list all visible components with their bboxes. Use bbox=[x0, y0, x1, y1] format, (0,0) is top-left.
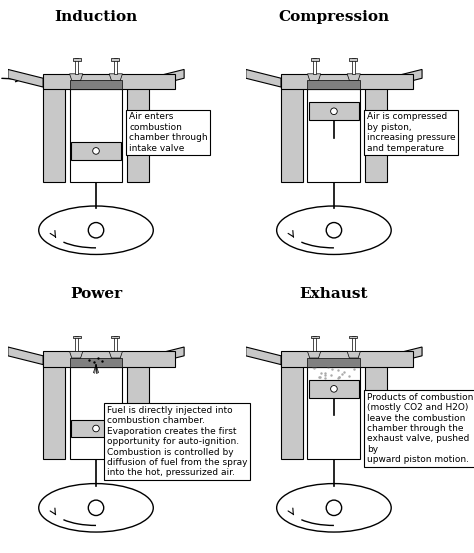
FancyBboxPatch shape bbox=[311, 58, 319, 61]
FancyBboxPatch shape bbox=[73, 336, 81, 338]
Circle shape bbox=[331, 385, 337, 392]
FancyBboxPatch shape bbox=[313, 336, 316, 351]
FancyBboxPatch shape bbox=[75, 336, 78, 351]
Polygon shape bbox=[308, 74, 321, 80]
Text: Fuel is directly injected into
combustion chamber.
Evaporation creates the first: Fuel is directly injected into combustio… bbox=[107, 406, 247, 477]
Polygon shape bbox=[8, 347, 43, 364]
Polygon shape bbox=[347, 351, 360, 358]
FancyBboxPatch shape bbox=[309, 380, 359, 398]
Polygon shape bbox=[308, 351, 321, 358]
FancyBboxPatch shape bbox=[349, 58, 357, 61]
FancyBboxPatch shape bbox=[365, 362, 387, 460]
FancyBboxPatch shape bbox=[43, 85, 65, 182]
Polygon shape bbox=[109, 351, 122, 358]
FancyBboxPatch shape bbox=[70, 80, 122, 89]
FancyBboxPatch shape bbox=[73, 58, 81, 61]
FancyBboxPatch shape bbox=[111, 58, 119, 61]
Polygon shape bbox=[149, 347, 184, 364]
FancyBboxPatch shape bbox=[349, 336, 357, 338]
FancyBboxPatch shape bbox=[70, 358, 122, 367]
FancyBboxPatch shape bbox=[75, 59, 78, 74]
Polygon shape bbox=[70, 351, 83, 358]
FancyBboxPatch shape bbox=[309, 102, 359, 120]
Polygon shape bbox=[149, 70, 184, 87]
FancyBboxPatch shape bbox=[43, 351, 175, 367]
Polygon shape bbox=[246, 347, 281, 364]
Text: Compression: Compression bbox=[278, 9, 390, 24]
Polygon shape bbox=[347, 74, 360, 80]
Text: Products of combustion
(mostly CO2 and H2O)
leave the combustion
chamber through: Products of combustion (mostly CO2 and H… bbox=[367, 393, 474, 464]
FancyBboxPatch shape bbox=[71, 420, 121, 437]
FancyBboxPatch shape bbox=[365, 85, 387, 182]
FancyBboxPatch shape bbox=[43, 74, 175, 89]
Circle shape bbox=[93, 148, 100, 154]
FancyBboxPatch shape bbox=[127, 362, 149, 460]
Text: Exhaust: Exhaust bbox=[300, 287, 368, 301]
FancyBboxPatch shape bbox=[43, 362, 65, 460]
FancyBboxPatch shape bbox=[313, 59, 316, 74]
FancyBboxPatch shape bbox=[127, 85, 149, 182]
Polygon shape bbox=[109, 74, 122, 80]
Text: Induction: Induction bbox=[55, 9, 137, 24]
FancyBboxPatch shape bbox=[308, 367, 360, 460]
FancyBboxPatch shape bbox=[281, 362, 303, 460]
FancyBboxPatch shape bbox=[281, 85, 303, 182]
Circle shape bbox=[331, 108, 337, 114]
FancyBboxPatch shape bbox=[111, 336, 119, 338]
FancyBboxPatch shape bbox=[114, 59, 117, 74]
FancyBboxPatch shape bbox=[308, 80, 360, 89]
FancyBboxPatch shape bbox=[311, 336, 319, 338]
FancyBboxPatch shape bbox=[70, 89, 122, 182]
Text: Air is compressed
by piston,
increasing pressure
and temperature: Air is compressed by piston, increasing … bbox=[367, 112, 456, 153]
FancyBboxPatch shape bbox=[352, 336, 355, 351]
FancyBboxPatch shape bbox=[281, 74, 413, 89]
Text: Air enters
combustion
chamber through
intake valve: Air enters combustion chamber through in… bbox=[129, 112, 208, 153]
FancyBboxPatch shape bbox=[281, 351, 413, 367]
FancyBboxPatch shape bbox=[308, 358, 360, 367]
FancyBboxPatch shape bbox=[71, 142, 121, 160]
Polygon shape bbox=[8, 70, 43, 87]
Polygon shape bbox=[246, 70, 281, 87]
FancyBboxPatch shape bbox=[308, 89, 360, 182]
Polygon shape bbox=[70, 74, 83, 80]
Circle shape bbox=[93, 425, 100, 432]
FancyBboxPatch shape bbox=[352, 59, 355, 74]
Polygon shape bbox=[387, 70, 422, 87]
Text: Power: Power bbox=[70, 287, 122, 301]
FancyBboxPatch shape bbox=[114, 336, 117, 351]
FancyBboxPatch shape bbox=[70, 367, 122, 460]
Polygon shape bbox=[387, 347, 422, 364]
